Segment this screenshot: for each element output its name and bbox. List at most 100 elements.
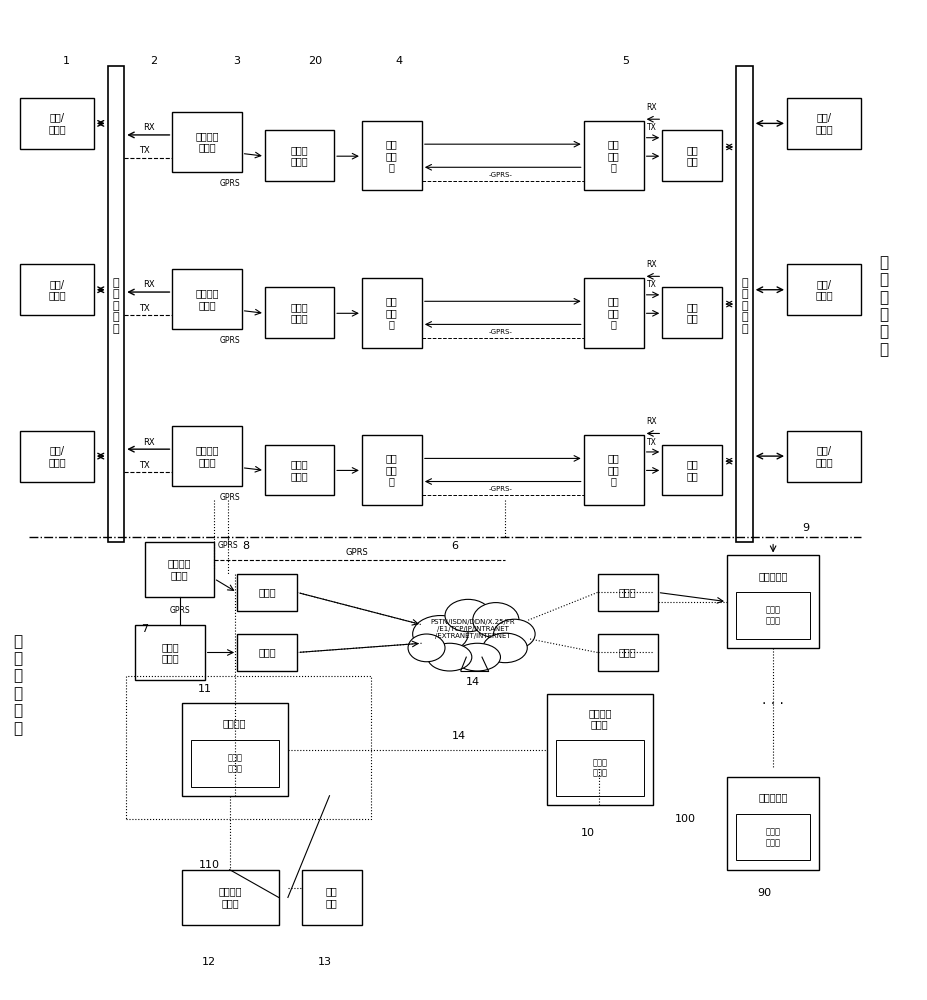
FancyBboxPatch shape [598, 574, 657, 611]
Text: 3: 3 [234, 56, 241, 66]
Text: TX: TX [139, 304, 150, 313]
FancyBboxPatch shape [172, 269, 242, 329]
Text: 1: 1 [63, 56, 70, 66]
FancyBboxPatch shape [265, 445, 334, 495]
FancyBboxPatch shape [182, 870, 279, 925]
Text: 光
路
传
输
设
备: 光 路 传 输 设 备 [880, 255, 889, 357]
FancyBboxPatch shape [265, 130, 334, 181]
Ellipse shape [427, 643, 472, 671]
Text: 110: 110 [198, 860, 220, 870]
Text: TX: TX [647, 123, 657, 132]
Text: TX: TX [139, 461, 150, 470]
Text: 8: 8 [243, 541, 250, 551]
Text: 光波用
复用器: 光波用 复用器 [291, 145, 309, 167]
Text: 光时域
反射仪: 光时域 反射仪 [161, 642, 179, 663]
Text: 路由器: 路由器 [259, 647, 276, 657]
Text: 监
测
保
护
设
备: 监 测 保 护 设 备 [14, 634, 22, 736]
FancyBboxPatch shape [598, 634, 657, 671]
Text: TX: TX [647, 280, 657, 289]
Text: TX: TX [139, 146, 150, 155]
FancyBboxPatch shape [237, 574, 298, 611]
Text: 光滤
波器: 光滤 波器 [686, 459, 698, 481]
Text: RX: RX [144, 438, 155, 447]
FancyBboxPatch shape [584, 435, 643, 505]
Text: -GPRS-: -GPRS- [489, 486, 513, 492]
Text: 光切
换单
元: 光切 换单 元 [386, 139, 398, 172]
FancyBboxPatch shape [172, 426, 242, 486]
Text: 7: 7 [141, 624, 148, 634]
Text: 告警
单元: 告警 单元 [326, 887, 337, 908]
Text: 发送/
接收端: 发送/ 接收端 [48, 113, 66, 134]
Text: 光功率采
集单元: 光功率采 集单元 [196, 445, 219, 467]
Text: 发送/
接收端: 发送/ 接收端 [815, 445, 832, 467]
Text: 14: 14 [465, 677, 480, 687]
Text: RX: RX [647, 417, 657, 426]
Text: GPRS: GPRS [218, 541, 238, 550]
Text: GPRS: GPRS [346, 548, 369, 557]
FancyBboxPatch shape [237, 634, 298, 671]
FancyBboxPatch shape [556, 740, 643, 796]
FancyBboxPatch shape [182, 703, 288, 796]
FancyBboxPatch shape [172, 112, 242, 172]
FancyBboxPatch shape [19, 264, 94, 315]
Text: 光切
换单
元: 光切 换单 元 [386, 453, 398, 487]
Text: GPRS: GPRS [220, 336, 240, 345]
FancyBboxPatch shape [662, 445, 722, 495]
Text: 光波用
复用器: 光波用 复用器 [291, 459, 309, 481]
Ellipse shape [473, 603, 519, 638]
Text: 发送/
接收端: 发送/ 接收端 [48, 445, 66, 467]
Text: 路由器: 路由器 [618, 587, 636, 597]
FancyBboxPatch shape [787, 264, 861, 315]
FancyBboxPatch shape [547, 694, 653, 805]
FancyBboxPatch shape [584, 278, 643, 348]
Text: 光
纤
分
配
架: 光 纤 分 配 架 [742, 278, 748, 334]
FancyBboxPatch shape [302, 870, 362, 925]
FancyBboxPatch shape [108, 66, 124, 542]
Text: RX: RX [647, 260, 657, 269]
Text: RX: RX [144, 123, 155, 132]
Ellipse shape [454, 643, 501, 671]
Text: 光功率采
集单元: 光功率采 集单元 [196, 131, 219, 153]
Text: 监控中心: 监控中心 [223, 719, 247, 729]
FancyBboxPatch shape [736, 592, 810, 639]
Text: 光滤
波器: 光滤 波器 [686, 302, 698, 324]
FancyBboxPatch shape [191, 740, 279, 787]
Text: 监测客户端: 监测客户端 [758, 571, 788, 581]
Text: 路由器: 路由器 [259, 587, 276, 597]
FancyBboxPatch shape [362, 435, 422, 505]
Text: 发送/
接收端: 发送/ 接收端 [815, 279, 832, 301]
Text: 地理信
息平台: 地理信 息平台 [592, 758, 607, 778]
Text: 11: 11 [197, 684, 211, 694]
Text: 20: 20 [309, 56, 323, 66]
Text: 光切
换单
元: 光切 换单 元 [386, 296, 398, 329]
Text: 10: 10 [581, 828, 595, 838]
Text: 2: 2 [150, 56, 158, 66]
FancyBboxPatch shape [19, 98, 94, 149]
Text: GPRS: GPRS [220, 179, 240, 188]
Text: 地理信
息平台: 地理信 息平台 [766, 828, 781, 847]
Text: 12: 12 [202, 957, 216, 967]
Text: 光切
换单
元: 光切 换单 元 [608, 296, 619, 329]
FancyBboxPatch shape [584, 121, 643, 190]
Ellipse shape [493, 619, 535, 649]
Text: 6: 6 [451, 541, 458, 551]
Text: · · ·: · · · [762, 697, 784, 711]
FancyBboxPatch shape [662, 287, 722, 338]
FancyBboxPatch shape [362, 278, 422, 348]
Text: 地理信
息平台: 地理信 息平台 [227, 754, 242, 773]
Text: 资源管理
客户端: 资源管理 客户端 [588, 708, 612, 729]
Text: -GPRS-: -GPRS- [489, 172, 513, 178]
Text: 光切
换单
元: 光切 换单 元 [608, 453, 619, 487]
Text: 监测客户端: 监测客户端 [758, 793, 788, 803]
Text: 9: 9 [802, 523, 809, 533]
FancyBboxPatch shape [727, 555, 819, 648]
Text: 13: 13 [318, 957, 332, 967]
Text: 14: 14 [451, 731, 466, 741]
Text: RX: RX [144, 280, 155, 289]
Text: 光
纤
分
配
架: 光 纤 分 配 架 [113, 278, 120, 334]
FancyBboxPatch shape [787, 431, 861, 482]
Ellipse shape [483, 633, 527, 663]
Text: 程控光开
关单元: 程控光开 关单元 [168, 559, 191, 580]
FancyBboxPatch shape [727, 777, 819, 870]
Text: 发送/
接收端: 发送/ 接收端 [815, 113, 832, 134]
